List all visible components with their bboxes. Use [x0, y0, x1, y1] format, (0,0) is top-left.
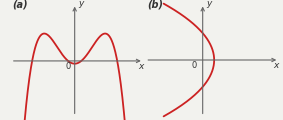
Text: x: x — [138, 62, 144, 71]
Text: (a): (a) — [12, 0, 27, 9]
Text: 0: 0 — [66, 62, 71, 71]
Text: (b): (b) — [147, 0, 163, 9]
Text: y: y — [207, 0, 212, 8]
Text: 0: 0 — [192, 61, 197, 70]
Text: y: y — [78, 0, 83, 8]
Text: x: x — [273, 61, 279, 70]
